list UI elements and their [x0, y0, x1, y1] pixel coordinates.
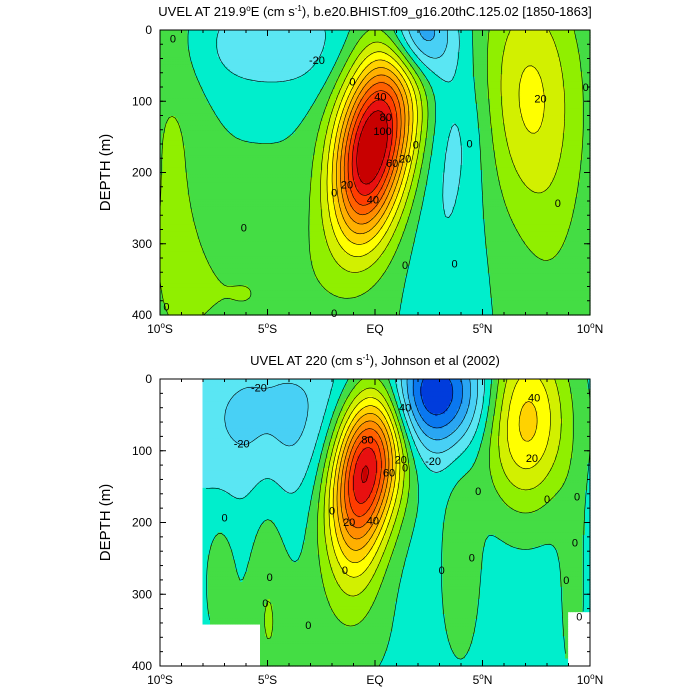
figure: UVEL AT 219.9oE (cm s-1), b.e20.BHIST.f0…: [0, 0, 700, 700]
